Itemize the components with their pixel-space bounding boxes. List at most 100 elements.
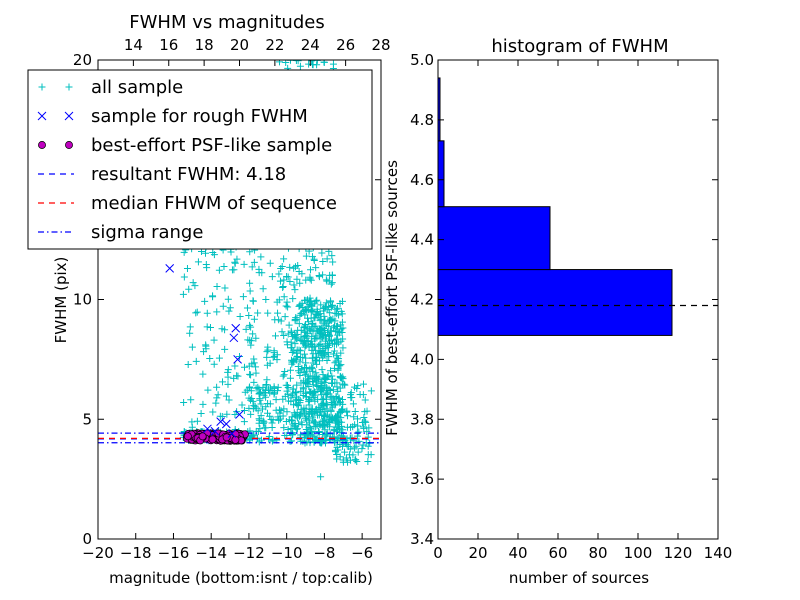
all-sample-point [214, 391, 222, 399]
all-sample-point [266, 400, 274, 408]
all-sample-point [231, 362, 239, 370]
histogram-y-axis: 3.4 3.6 3.8 4.0 4.2 4.4 4.6 4.8 5.0 [410, 51, 718, 548]
all-sample-point [230, 266, 238, 274]
all-sample-point [210, 360, 218, 368]
all-sample-point [278, 328, 286, 336]
all-sample-point [193, 417, 201, 425]
all-sample-point [317, 301, 325, 309]
all-sample-point [312, 378, 320, 386]
all-sample-point [256, 396, 264, 404]
all-sample-point [280, 276, 288, 284]
all-sample-point [283, 338, 291, 346]
all-sample-point [202, 249, 210, 257]
all-sample-point [319, 305, 327, 313]
all-sample-point [270, 347, 278, 355]
top-x-tick-label: 26 [336, 36, 355, 54]
all-sample-point [353, 457, 361, 465]
all-sample-point [321, 304, 329, 312]
all-sample-point [315, 342, 323, 350]
all-sample-point [313, 296, 321, 304]
x-tick-label: 80 [588, 544, 607, 562]
all-sample-point [221, 345, 229, 353]
all-sample-point [256, 390, 264, 398]
all-sample-point [270, 390, 278, 398]
all-sample-point [360, 413, 368, 421]
all-sample-point [310, 422, 318, 430]
all-sample-point [306, 365, 314, 373]
x-tick-label: −8 [313, 544, 335, 562]
all-sample-point [221, 284, 229, 292]
all-sample-point [319, 257, 327, 265]
histogram-plot-area [438, 77, 718, 336]
all-sample-point [308, 253, 316, 261]
all-sample-point [236, 312, 244, 320]
all-sample-point [291, 315, 299, 323]
all-sample-point [185, 285, 193, 293]
all-sample-point [326, 309, 334, 317]
all-sample-point [309, 375, 317, 383]
all-sample-point [218, 413, 226, 421]
all-sample-point [351, 444, 359, 452]
all-sample-point [299, 437, 307, 445]
all-sample-point [329, 386, 337, 394]
all-sample-point [293, 381, 301, 389]
all-sample-point [308, 427, 316, 435]
all-sample-point [273, 356, 281, 364]
all-sample-point [364, 451, 372, 459]
all-sample-point [225, 396, 233, 404]
all-sample-point [321, 326, 329, 334]
all-sample-point [328, 393, 336, 401]
rough-sample-point [229, 333, 239, 343]
all-sample-point [333, 428, 341, 436]
all-sample-point [323, 401, 331, 409]
all-sample-point [326, 327, 334, 335]
all-sample-point [187, 396, 195, 404]
all-sample-point [324, 341, 332, 349]
all-sample-point [319, 387, 327, 395]
all-sample-point [358, 445, 366, 453]
all-sample-point [213, 282, 221, 290]
all-sample-point [309, 417, 317, 425]
all-sample-point [179, 290, 187, 298]
x-tick-label: 100 [624, 544, 653, 562]
histogram-panel: 0 20 40 60 80 100 120 140 3.4 3.6 3.8 4.0 4.2 4.4 4.6… [383, 36, 732, 587]
all-sample-point [306, 294, 314, 302]
all-sample-point [318, 366, 326, 374]
histogram-bar [438, 140, 445, 208]
all-sample-point [290, 281, 298, 289]
all-sample-point [333, 354, 341, 362]
y-tick-label: 5.0 [410, 51, 434, 69]
all-sample-point [186, 323, 194, 331]
x-tick-label: −20 [82, 544, 114, 562]
all-sample-point [254, 383, 262, 391]
all-sample-point [250, 258, 258, 266]
all-sample-point [296, 279, 304, 287]
x-tick-label: 0 [433, 544, 443, 562]
all-sample-point [310, 393, 318, 401]
all-sample-point [192, 357, 200, 365]
all-sample-point [280, 255, 288, 263]
rough-sample-point [231, 323, 241, 333]
all-sample-point [364, 433, 372, 441]
all-sample-point [329, 60, 337, 68]
top-x-tick-label: 28 [371, 36, 390, 54]
all-sample-point [257, 400, 265, 408]
all-sample-point [326, 386, 334, 394]
all-sample-point [247, 337, 255, 345]
all-sample-point [336, 399, 344, 407]
scatter-y-label: FWHM (pix) [52, 257, 70, 344]
all-sample-point [264, 409, 272, 417]
all-sample-point [274, 309, 282, 317]
all-sample-point [309, 343, 317, 351]
all-sample-point [231, 259, 239, 267]
legend-label: best-effort PSF-like sample [91, 135, 332, 156]
all-sample-point [286, 263, 294, 271]
all-sample-point [339, 442, 347, 450]
all-sample-point [224, 373, 232, 381]
all-sample-point [289, 430, 297, 438]
all-sample-point [282, 302, 290, 310]
legend-marker [37, 111, 47, 121]
all-sample-point [285, 321, 293, 329]
all-sample-point [259, 419, 267, 427]
all-sample-point [329, 350, 337, 358]
